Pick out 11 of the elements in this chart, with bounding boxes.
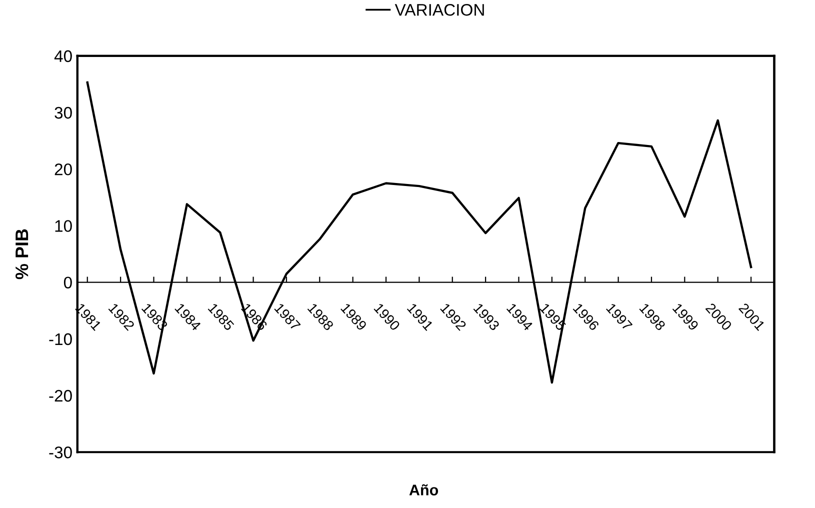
y-tick-label: 20 [54,163,72,176]
y-tick-label: 40 [54,50,72,62]
x-axis-title: Año [409,484,438,496]
y-tick-label: -30 [49,446,72,458]
y-tick-label: -10 [49,333,72,346]
y-tick-label: 30 [54,106,72,119]
y-tick-label: 10 [55,220,72,232]
y-tick-label: -20 [49,390,72,402]
y-axis-title: % PIB [16,229,28,280]
legend-label: VARIACION [394,4,484,16]
y-tick-label: 0 [64,276,72,289]
